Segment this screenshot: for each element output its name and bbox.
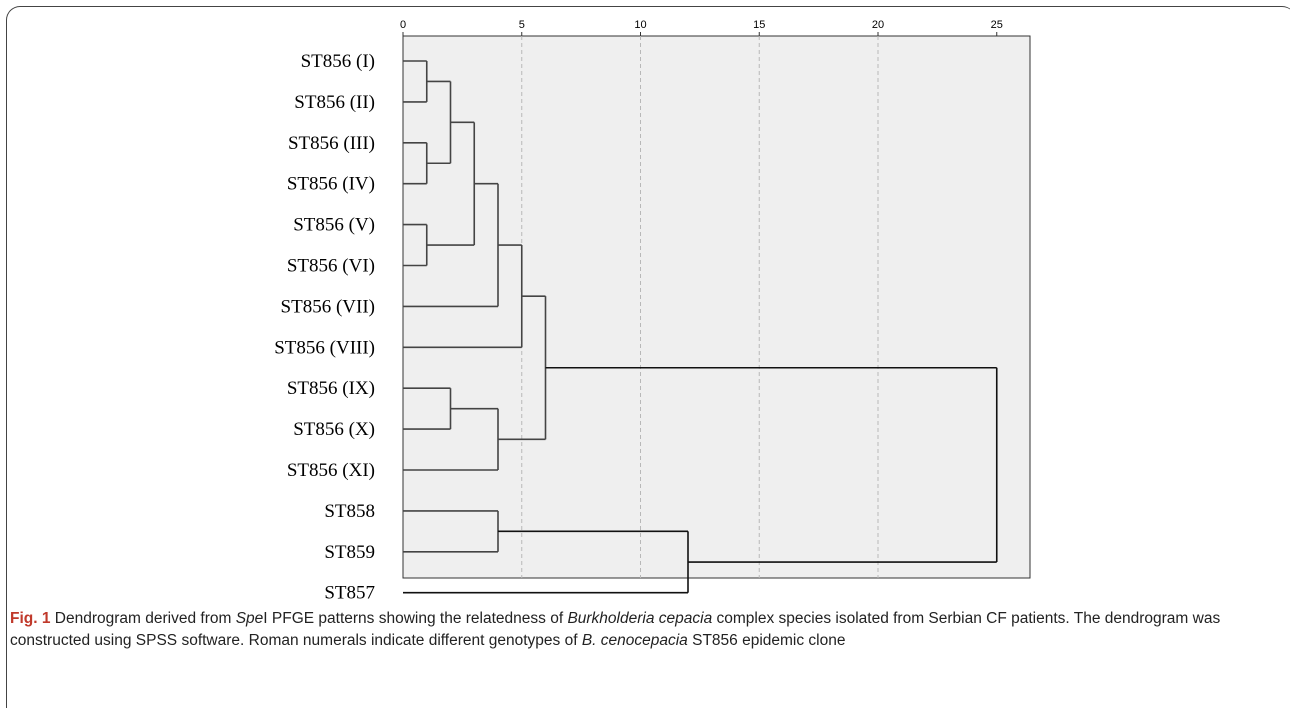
grid-lines [521,36,879,578]
caption-text-1: Dendrogram derived from [50,610,236,627]
leaf-label: ST856 (V) [293,215,375,236]
caption-text-4: ST856 epidemic clone [687,632,846,649]
x-tick-label-25: 25 [991,19,1003,31]
x-tick-label-15: 15 [753,19,765,31]
x-axis-ticks: 0 5 10 15 20 25 [400,19,1003,36]
figure-label: Fig. 1 [10,610,51,627]
caption-text-2: I PFGE patterns showing the relatedness … [263,610,568,627]
leaf-label: ST856 (VII) [281,296,375,317]
leaf-label: ST856 (VIII) [274,337,375,358]
caption-enzyme: Spe [235,610,264,627]
plot-area [402,35,1031,579]
leaf-label: ST856 (I) [301,51,375,72]
leaf-label: ST856 (X) [293,419,375,440]
leaf-label: ST856 (VI) [287,256,375,277]
dendrogram-links [403,60,998,594]
leaf-label: ST856 (XI) [287,460,375,481]
leaf-labels: ST856 (I) ST856 (II) ST856 (III) ST856 (IV)… [274,51,375,604]
caption-species-2: B. cenocepacia [581,632,688,649]
leaf-label: ST856 (II) [294,92,375,113]
x-tick-label-0: 0 [400,19,406,31]
leaf-label: ST857 [324,583,375,604]
figure-caption: Fig. 1 Dendrogram derived from SpeI PFGE… [10,608,1270,652]
leaf-label: ST856 (IX) [287,378,375,399]
x-tick-label-5: 5 [519,19,525,31]
x-tick-label-20: 20 [872,19,884,31]
x-tick-label-10: 10 [634,19,646,31]
figure-frame [6,6,1290,708]
leaf-label: ST859 [324,542,375,563]
caption-text-3: complex species isolated from Serbian CF… [10,610,1221,649]
leaf-label: ST856 (IV) [287,174,375,195]
caption-species: Burkholderia cepacia [567,610,713,627]
leaf-label: ST858 [324,501,375,522]
dendrogram-chart: 0 5 10 15 20 25 ST856 (I) ST856 (II) ST856 (III… [274,19,1031,604]
leaf-label: ST856 (III) [288,133,375,154]
